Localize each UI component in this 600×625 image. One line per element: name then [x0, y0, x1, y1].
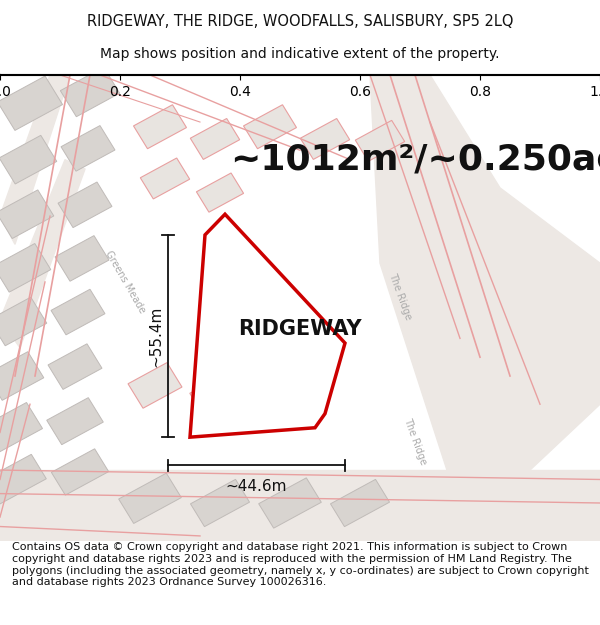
Polygon shape — [51, 289, 105, 335]
Text: Map shows position and indicative extent of the property.: Map shows position and indicative extent… — [100, 47, 500, 61]
Polygon shape — [196, 173, 244, 212]
Polygon shape — [190, 214, 345, 437]
Polygon shape — [244, 105, 296, 149]
Polygon shape — [0, 190, 54, 239]
Text: RIDGEWAY: RIDGEWAY — [238, 319, 362, 339]
Polygon shape — [48, 344, 102, 389]
Polygon shape — [58, 182, 112, 228]
Polygon shape — [0, 454, 46, 504]
Text: ~1012m²/~0.250ac.: ~1012m²/~0.250ac. — [230, 142, 600, 177]
Text: Greens Meade: Greens Meade — [103, 249, 147, 315]
Polygon shape — [0, 244, 51, 292]
Polygon shape — [0, 297, 47, 346]
Polygon shape — [190, 374, 240, 416]
Polygon shape — [370, 75, 600, 498]
Polygon shape — [301, 119, 350, 159]
Polygon shape — [0, 402, 43, 453]
Polygon shape — [0, 470, 600, 541]
Text: Contains OS data © Crown copyright and database right 2021. This information is : Contains OS data © Crown copyright and d… — [12, 542, 589, 587]
Polygon shape — [0, 159, 85, 348]
Polygon shape — [190, 119, 239, 159]
Polygon shape — [61, 126, 115, 171]
Polygon shape — [259, 478, 322, 528]
Polygon shape — [355, 121, 404, 161]
Polygon shape — [134, 105, 187, 149]
Text: RIDGEWAY, THE RIDGE, WOODFALLS, SALISBURY, SP5 2LQ: RIDGEWAY, THE RIDGE, WOODFALLS, SALISBUR… — [87, 14, 513, 29]
Polygon shape — [61, 67, 119, 117]
Polygon shape — [0, 352, 44, 401]
Text: The Ridge: The Ridge — [402, 417, 428, 467]
Text: ~44.6m: ~44.6m — [226, 479, 287, 494]
Polygon shape — [190, 479, 250, 527]
Polygon shape — [119, 473, 181, 524]
Polygon shape — [128, 362, 182, 408]
Polygon shape — [140, 158, 190, 199]
Polygon shape — [0, 136, 57, 184]
Polygon shape — [0, 75, 70, 244]
Polygon shape — [245, 379, 295, 421]
Polygon shape — [52, 449, 109, 495]
Polygon shape — [331, 479, 389, 527]
Polygon shape — [47, 398, 103, 444]
Text: The Ridge: The Ridge — [387, 271, 413, 321]
Text: ~55.4m: ~55.4m — [149, 306, 163, 367]
Polygon shape — [55, 236, 109, 281]
Polygon shape — [0, 76, 62, 131]
